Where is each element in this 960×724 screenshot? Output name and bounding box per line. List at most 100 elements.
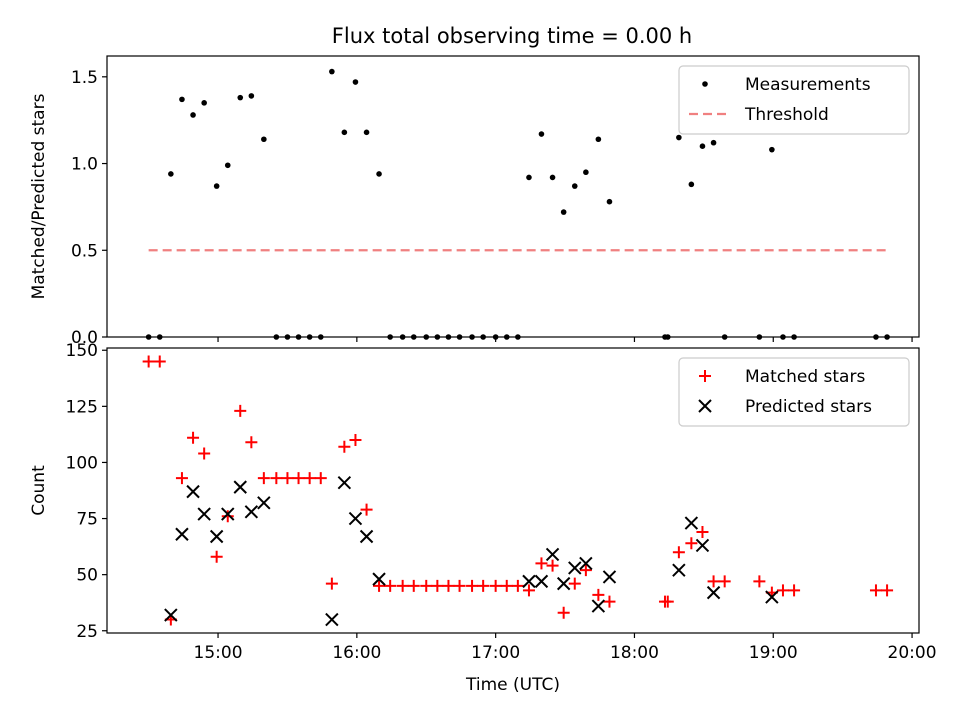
matched-star-point (325, 577, 338, 590)
predicted-star-point (591, 599, 606, 613)
matched-star-point (245, 436, 258, 449)
y-tick-label: 0.0 (71, 328, 98, 348)
legend: Matched stars Predicted stars (678, 357, 910, 427)
matched-star-point (349, 434, 362, 447)
matched-star-point (373, 579, 386, 592)
axes-frame (106, 347, 920, 634)
matched-star-point (431, 579, 444, 592)
measurement-point (560, 209, 567, 215)
matched-star-point (718, 575, 731, 588)
legend-box (678, 65, 910, 135)
predicted-star-point (534, 574, 549, 589)
legend-label: Measurements (745, 75, 871, 95)
predicted-star-point (545, 547, 560, 562)
matched-star-point (753, 575, 766, 588)
matched-star-point (396, 579, 409, 592)
count-panel: 15:00 16:00 17:00 18:00 19:00 20:00 25 50 75 100 1… (29, 341, 937, 695)
measurement-point (571, 183, 578, 189)
matched-star-point (568, 577, 581, 590)
matched-star-point (881, 584, 894, 597)
measurement-point (526, 174, 532, 181)
y-tick-label: 100 (66, 453, 98, 473)
axes-frame (106, 55, 920, 338)
measurement-point (710, 139, 717, 146)
matched-star-point (522, 584, 535, 597)
measurement-point (352, 79, 359, 85)
measurement-point (213, 183, 220, 189)
y-axis-label: Matched/Predicted stars (29, 93, 49, 299)
measurement-point (595, 136, 602, 143)
matched-star-point (661, 595, 674, 608)
predicted-star-point (672, 563, 686, 577)
matched-star-point (477, 579, 490, 592)
measurement-point (179, 96, 185, 103)
ratio-panel: 0.0 0.5 1.0 1.5 Matched/Predicted stars Measu… (29, 55, 920, 348)
x-tick-label: 16:00 (332, 643, 381, 663)
y-tick-label: 150 (66, 341, 98, 361)
predicted-star-point (209, 529, 224, 544)
measurement-point (341, 129, 348, 136)
matched-star-point (489, 579, 502, 592)
matched-star-point (685, 537, 698, 550)
matched-star-point (546, 559, 559, 572)
predicted-star-point (325, 612, 339, 627)
matched-star-point (466, 579, 479, 592)
matched-star-point (592, 588, 605, 601)
matched-star-point (281, 472, 294, 485)
predicted-star-point (695, 538, 710, 553)
measurement-point (329, 68, 335, 75)
y-tick-label: 50 (76, 566, 98, 586)
predicted-star-point (765, 590, 779, 604)
predicted-stars-series (164, 475, 779, 627)
matched-star-point (142, 355, 155, 368)
x-tick-label: 17:00 (471, 643, 520, 663)
matched-star-point (257, 472, 270, 485)
legend-label: Threshold (744, 105, 829, 125)
y-tick-label: 125 (66, 397, 98, 417)
matched-stars-series (142, 355, 894, 626)
legend-predicted-swatch (698, 399, 712, 413)
matched-star-point (579, 564, 592, 577)
matched-star-point (338, 440, 351, 453)
matched-star-point (270, 472, 283, 485)
matched-star-point (672, 546, 685, 559)
measurement-point (224, 162, 231, 169)
x-tick-label: 19:00 (749, 643, 798, 663)
predicted-star-point (257, 496, 271, 510)
predicted-star-point (602, 570, 617, 584)
matched-star-point (557, 606, 570, 619)
y-tick-label: 1.0 (71, 155, 98, 175)
measurement-point (168, 171, 174, 177)
predicted-star-point (186, 484, 200, 499)
predicted-star-point (579, 556, 593, 571)
predicted-star-point (221, 507, 235, 521)
measurement-point (190, 112, 196, 118)
x-tick-label: 18:00 (610, 643, 659, 663)
x-axis-label: Time (UTC) (465, 675, 560, 695)
matched-star-point (234, 404, 247, 417)
matched-star-point (603, 595, 616, 608)
y-tick-label: 0.5 (71, 241, 98, 261)
matched-star-point (707, 575, 720, 588)
predicted-star-point (337, 475, 352, 490)
predicted-star-point (372, 572, 386, 586)
measurement-point (201, 100, 207, 106)
legend-label: Predicted stars (745, 397, 872, 417)
x-tick-label: 20:00 (888, 643, 937, 663)
figure-title: Flux total observing time = 0.00 h (332, 24, 692, 48)
measurement-point (583, 169, 589, 176)
matched-star-point (303, 472, 316, 485)
matched-star-point (198, 447, 211, 460)
matched-star-point (314, 472, 327, 485)
matched-star-point (407, 579, 420, 592)
x-tick-label: 15:00 (194, 643, 243, 663)
matched-star-point (210, 550, 223, 563)
matched-star-point (535, 557, 548, 570)
measurement-point (688, 181, 695, 188)
matched-star-point (360, 503, 373, 516)
legend-measurement-swatch (702, 81, 708, 87)
matched-star-point (420, 579, 433, 592)
measurement-point (699, 143, 706, 149)
